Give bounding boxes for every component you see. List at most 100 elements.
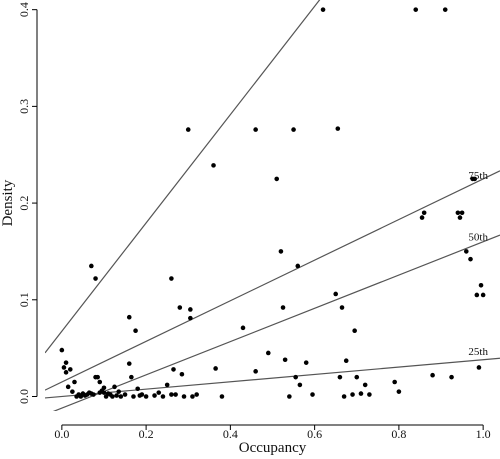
data-point [72, 379, 77, 385]
quantile-line-25th [45, 357, 500, 399]
data-point [320, 7, 326, 12]
data-point [91, 392, 96, 397]
data-point [396, 389, 402, 394]
data-point [333, 291, 338, 297]
y-tick-label: 0.1 [17, 292, 31, 307]
data-point [455, 210, 461, 216]
data-point [350, 392, 355, 397]
data-point [169, 392, 174, 397]
data-point [143, 394, 149, 399]
data-point [291, 127, 296, 132]
data-point [274, 176, 280, 182]
data-point [297, 382, 303, 388]
data-point [139, 392, 145, 397]
data-point [219, 394, 225, 399]
x-axis-title: Occupancy [239, 440, 307, 456]
data-point [177, 305, 183, 310]
data-point [116, 389, 122, 394]
data-point [468, 256, 473, 262]
data-point [240, 325, 246, 331]
data-point [413, 7, 419, 12]
data-points [59, 7, 486, 399]
data-point [97, 379, 103, 385]
data-point [419, 215, 425, 220]
data-point [303, 360, 309, 365]
data-point [476, 365, 482, 370]
data-point [278, 249, 284, 254]
data-point [67, 367, 73, 372]
data-point [310, 392, 315, 397]
data-point [65, 384, 71, 390]
line-label-75th: 75th [468, 170, 488, 182]
y-axis-title: Density [0, 179, 16, 226]
data-point [293, 374, 298, 380]
x-tick-label: 1.0 [476, 427, 491, 441]
data-point [430, 372, 435, 378]
data-point [280, 305, 286, 310]
data-point [190, 394, 195, 399]
data-point [95, 374, 100, 380]
data-point [367, 392, 372, 397]
data-point [265, 350, 271, 356]
data-point [188, 307, 193, 312]
quantile-lines [45, 0, 500, 411]
data-point [341, 394, 347, 399]
data-point [152, 393, 157, 398]
data-point [421, 210, 427, 216]
data-point [93, 276, 98, 281]
line-labels: 95th75th50th25th [468, 170, 488, 358]
data-point [63, 360, 69, 365]
data-point [160, 394, 166, 399]
data-point [185, 127, 191, 132]
data-point [118, 394, 124, 399]
quantile-line-95th [45, 0, 321, 354]
data-point [442, 7, 448, 12]
data-point [457, 215, 463, 220]
data-point [211, 163, 216, 168]
data-point [173, 392, 178, 397]
data-point [463, 249, 469, 254]
data-point [112, 384, 117, 390]
data-point [70, 389, 75, 394]
data-point [114, 393, 119, 398]
data-point [101, 390, 107, 395]
data-point [133, 328, 138, 334]
y-tick-label: 0.3 [17, 99, 31, 114]
data-point [253, 369, 258, 374]
x-tick-label: 0.6 [307, 427, 322, 441]
data-point [194, 392, 199, 397]
data-point [126, 314, 132, 320]
data-point [282, 357, 288, 363]
data-point [179, 371, 185, 377]
data-point [164, 382, 170, 388]
data-point [392, 379, 397, 385]
data-point [59, 347, 65, 353]
data-point [358, 391, 364, 396]
axes: 0.0 0.2 0.4 0.6 0.8 1.0 0.0 0.1 0.2 0.3 0.4 [17, 2, 491, 441]
data-point [181, 394, 187, 399]
data-point [474, 292, 480, 298]
data-point [335, 126, 341, 131]
data-point [131, 394, 136, 399]
data-point [156, 390, 162, 395]
line-label-50th: 50th [468, 232, 488, 244]
data-point [352, 328, 357, 334]
data-point [188, 315, 193, 321]
data-point [287, 394, 292, 399]
data-point [61, 365, 67, 370]
y-tick-label: 0.2 [17, 196, 31, 211]
y-tick-label: 0.0 [17, 389, 31, 404]
data-point [171, 367, 176, 372]
data-point [362, 382, 368, 388]
data-point [459, 210, 465, 216]
data-point [449, 374, 454, 380]
data-point [343, 358, 349, 364]
data-point [472, 176, 478, 182]
data-point [129, 374, 134, 380]
x-tick-label: 0.8 [391, 427, 406, 441]
data-point [89, 263, 94, 269]
y-tick-label: 0.4 [17, 2, 31, 17]
x-tick-label: 0.4 [223, 427, 238, 441]
quantile-line-75th [45, 170, 500, 391]
